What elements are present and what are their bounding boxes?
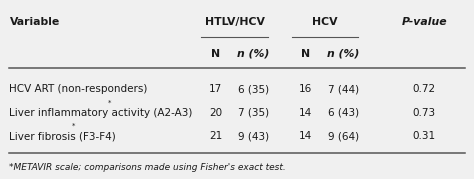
Text: n (%): n (%) (328, 49, 360, 59)
Text: HCV: HCV (312, 17, 337, 27)
Text: 16: 16 (299, 84, 312, 95)
Text: HCV ART (non-responders): HCV ART (non-responders) (9, 84, 148, 95)
Text: 7 (35): 7 (35) (238, 108, 269, 118)
Text: N: N (211, 49, 220, 59)
Text: Variable: Variable (9, 17, 60, 27)
Text: 9 (43): 9 (43) (238, 131, 269, 141)
Text: *METAVIR scale; comparisons made using Fisher's exact test.: *METAVIR scale; comparisons made using F… (9, 163, 286, 172)
Text: P-value: P-value (401, 17, 447, 27)
Text: 20: 20 (209, 108, 222, 118)
Text: 0.73: 0.73 (413, 108, 436, 118)
Text: 17: 17 (209, 84, 222, 95)
Text: 9 (64): 9 (64) (328, 131, 359, 141)
Text: *: * (72, 123, 75, 129)
Text: 14: 14 (299, 131, 312, 141)
Text: Liver inflammatory activity (A2-A3): Liver inflammatory activity (A2-A3) (9, 108, 193, 118)
Text: 14: 14 (299, 108, 312, 118)
Text: N: N (301, 49, 310, 59)
Text: 7 (44): 7 (44) (328, 84, 359, 95)
Text: n (%): n (%) (237, 49, 270, 59)
Text: 0.31: 0.31 (413, 131, 436, 141)
Text: Liver fibrosis (F3-F4): Liver fibrosis (F3-F4) (9, 131, 116, 141)
Text: *: * (108, 100, 111, 106)
Text: 6 (43): 6 (43) (328, 108, 359, 118)
Text: 21: 21 (209, 131, 222, 141)
Text: HTLV/HCV: HTLV/HCV (205, 17, 264, 27)
Text: 0.72: 0.72 (413, 84, 436, 95)
Text: 6 (35): 6 (35) (238, 84, 269, 95)
